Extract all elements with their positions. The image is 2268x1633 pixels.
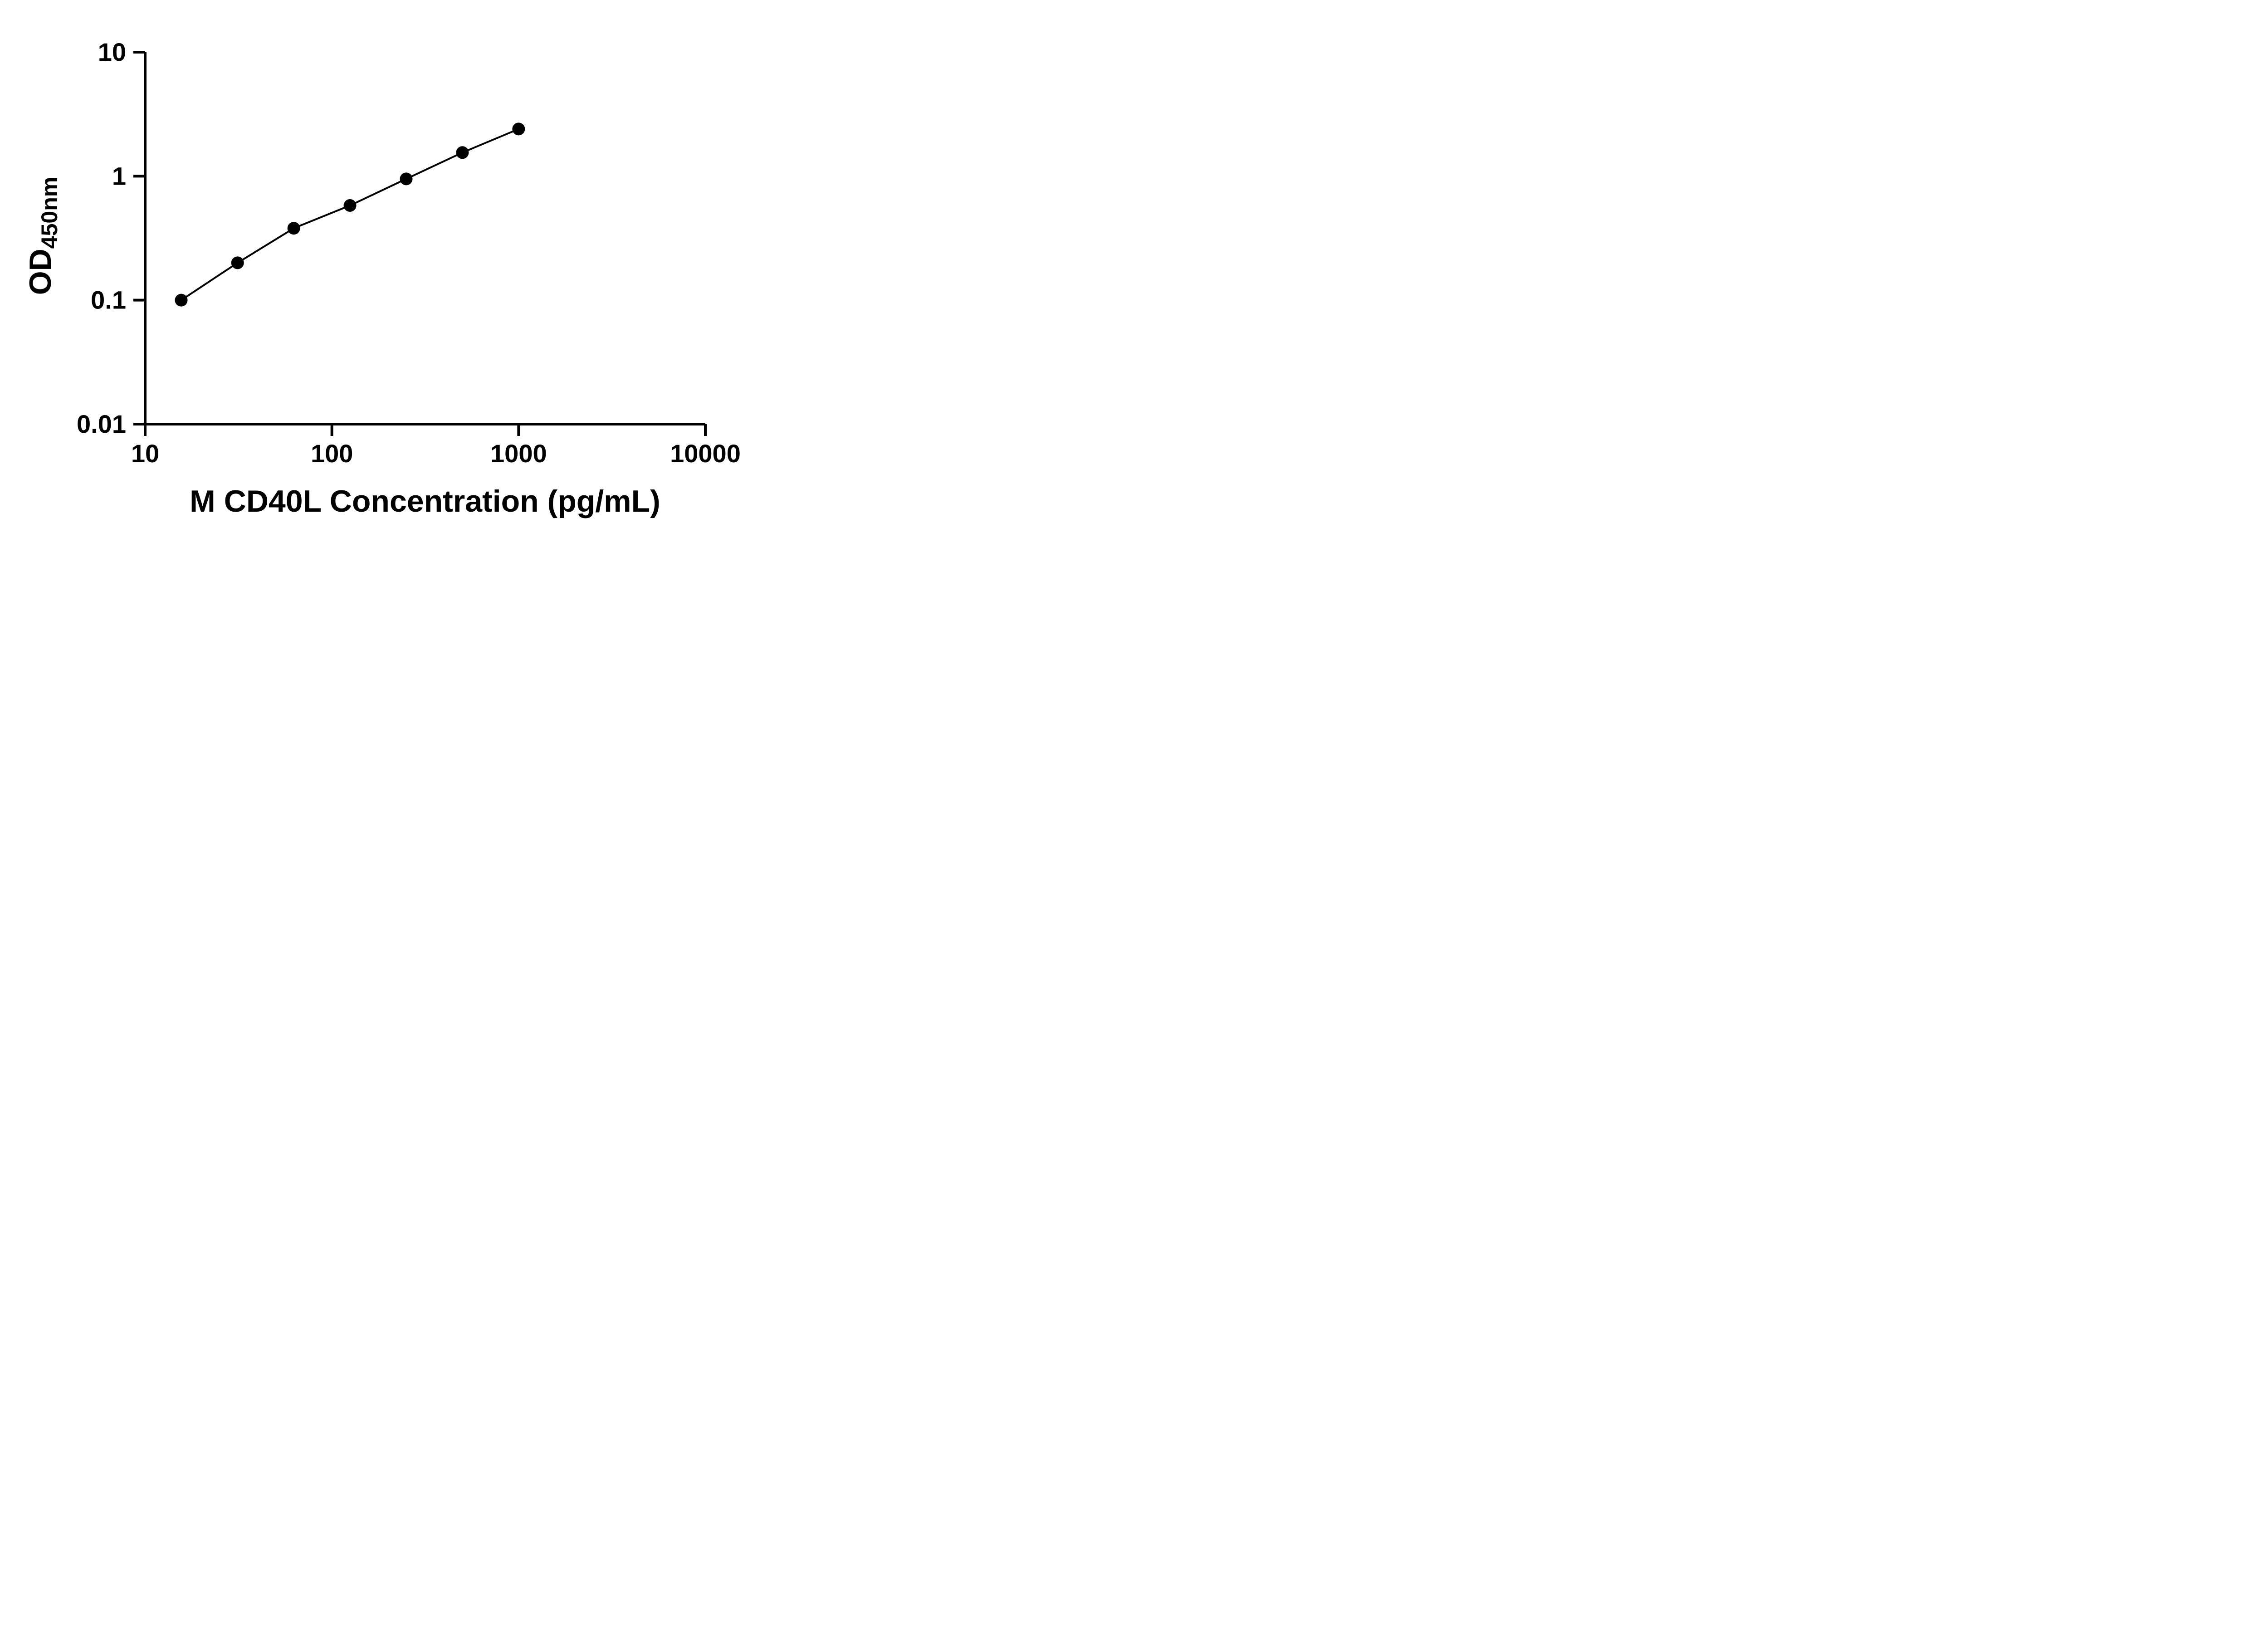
data-point	[231, 256, 244, 269]
y-axis-tick-label: 0.01	[77, 410, 126, 438]
data-point	[512, 122, 525, 136]
x-axis-tick-label: 1000	[490, 439, 547, 468]
x-axis-tick-label: 100	[311, 439, 353, 468]
axis-lines	[144, 52, 705, 425]
y-axis-title: OD450nm	[23, 177, 62, 295]
x-axis-tick-label: 10000	[670, 439, 741, 468]
y-axis-tick-label: 10	[98, 38, 126, 66]
chart-canvas: 10 100 1000 10000 0.01 0.1 1 10 M CD40L Concent…	[23, 38, 741, 518]
data-point	[400, 172, 413, 186]
y-axis-tick-label: 0.1	[91, 286, 126, 314]
x-axis-title: M CD40L Concentration (pg/mL)	[190, 484, 660, 518]
data-point	[343, 199, 357, 212]
x-axis-tick-label: 10	[131, 439, 159, 468]
plot-area: 10 100 1000 10000 0.01 0.1 1 10	[77, 38, 741, 468]
data-point	[287, 222, 300, 235]
elisa-standard-curve-figure: 10 100 1000 10000 0.01 0.1 1 10 M CD40L Concent…	[0, 0, 776, 544]
y-axis-tick-label: 1	[112, 161, 126, 190]
data-point	[175, 293, 188, 307]
data-point	[456, 146, 469, 159]
y-axis-title-main: OD	[23, 249, 58, 295]
y-axis-title-sub: 450nm	[37, 177, 62, 249]
